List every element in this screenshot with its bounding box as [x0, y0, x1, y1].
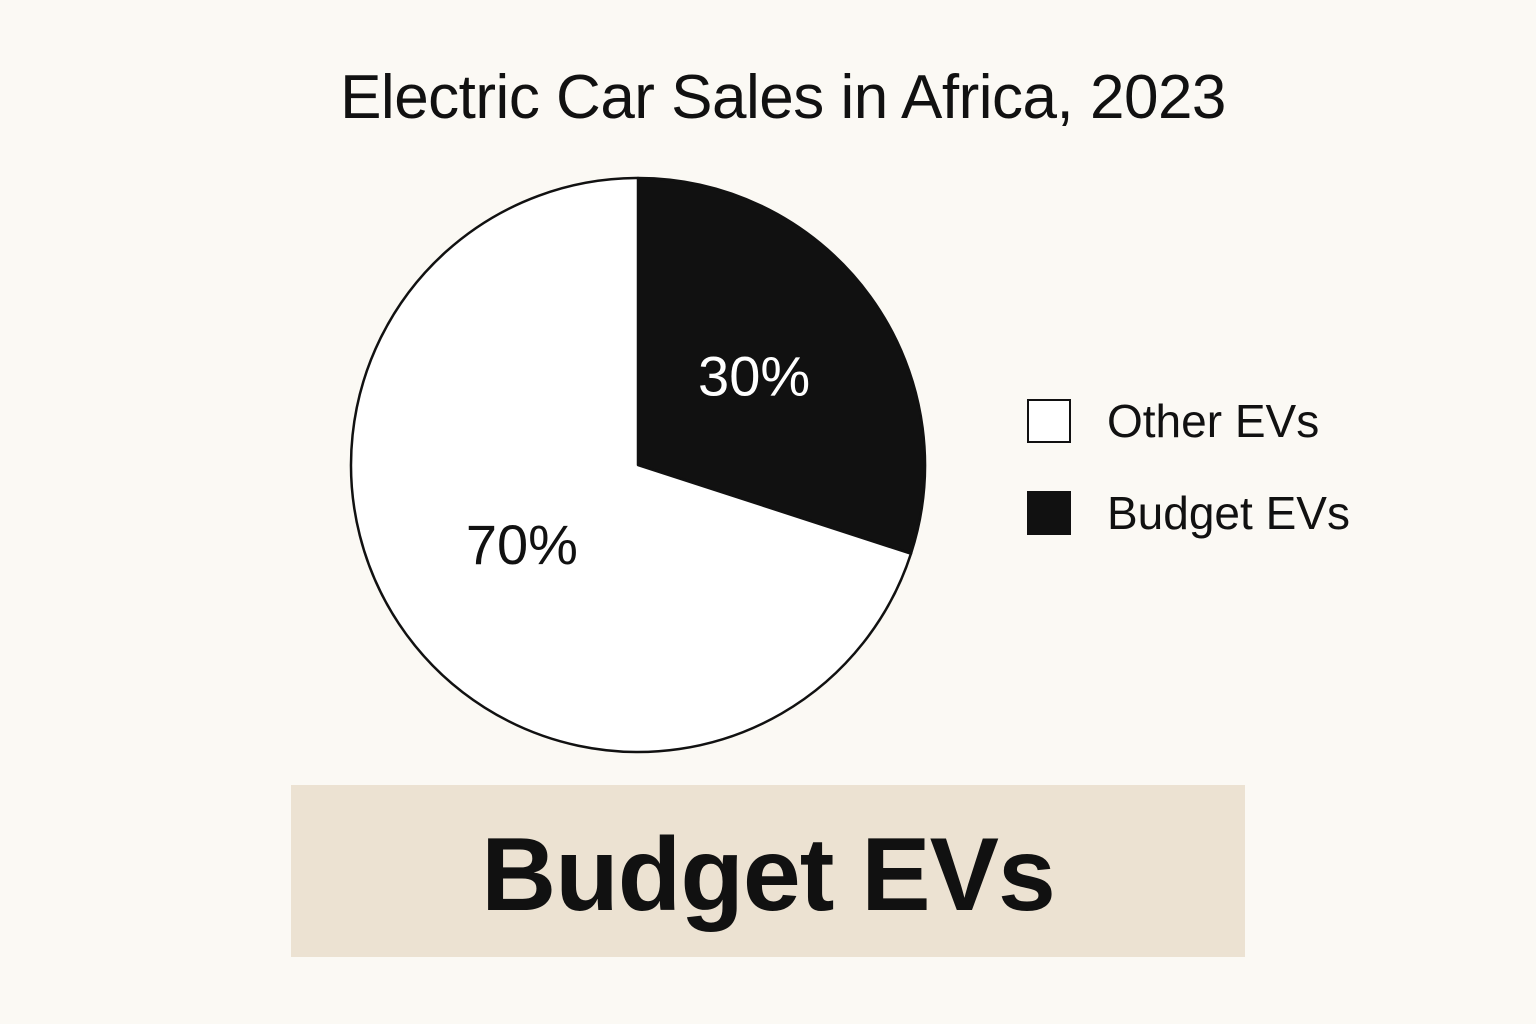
chart-title: Electric Car Sales in Africa, 2023: [340, 63, 1226, 132]
legend-item-other-evs: Other EVs: [1027, 394, 1350, 448]
pie-label-budget-evs: 30%: [698, 344, 810, 407]
banner: Budget EVs: [291, 785, 1245, 957]
pie-label-other-evs: 70%: [466, 513, 578, 576]
legend-swatch-budget-evs: [1027, 491, 1071, 535]
pie-slice-other-evs: [349, 176, 913, 754]
legend: Other EVs Budget EVs: [1027, 394, 1350, 578]
legend-item-budget-evs: Budget EVs: [1027, 486, 1350, 540]
legend-label-budget-evs: Budget EVs: [1107, 487, 1350, 539]
legend-swatch-other-evs: [1027, 399, 1071, 443]
pie-slice-budget-evs: [636, 176, 927, 555]
banner-text: Budget EVs: [481, 817, 1056, 933]
legend-label-other-evs: Other EVs: [1107, 395, 1320, 447]
